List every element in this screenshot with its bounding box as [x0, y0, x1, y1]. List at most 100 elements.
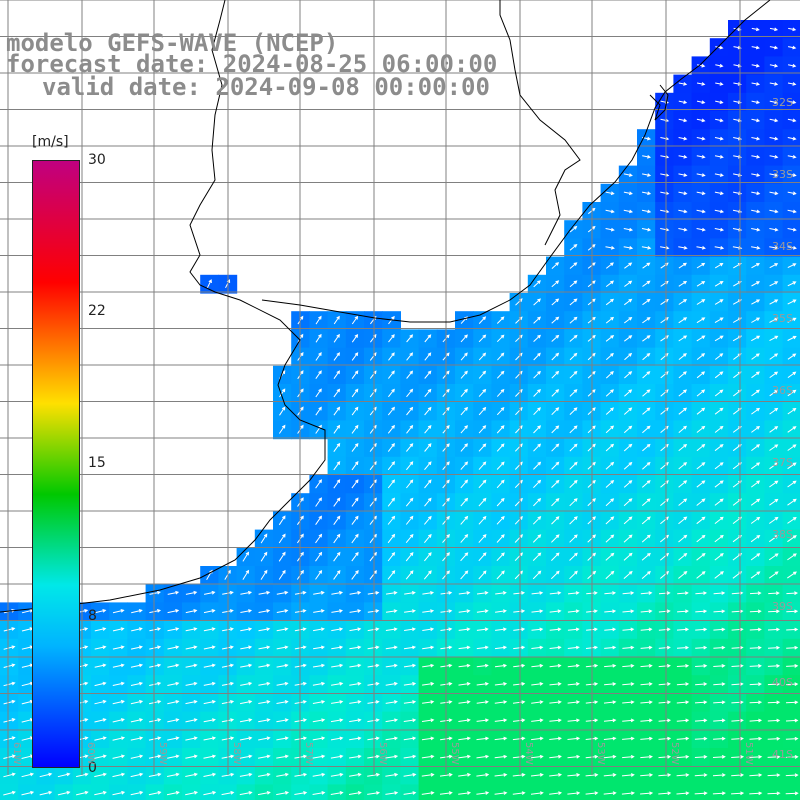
wind-arrow — [130, 681, 144, 686]
wind-arrow — [640, 773, 654, 777]
wind-arrow — [185, 663, 198, 668]
wind-arrow — [203, 663, 216, 668]
wind-arrow — [3, 645, 16, 650]
wind-arrow — [605, 443, 615, 452]
wind-arrow — [496, 479, 505, 489]
wind-arrow — [422, 681, 435, 686]
wind-arrow — [696, 82, 706, 86]
wind-arrow — [678, 136, 688, 141]
wind-arrow — [769, 498, 779, 506]
wind-arrow — [604, 682, 617, 686]
wind-arrow — [642, 155, 652, 159]
wind-arrow — [786, 609, 799, 614]
wind-arrow — [549, 682, 562, 686]
wind-arrow — [786, 645, 799, 650]
wind-arrow — [787, 82, 797, 86]
wind-arrow — [496, 316, 505, 324]
wind-arrow — [768, 591, 780, 596]
wind-cell — [327, 784, 347, 800]
wind-arrow — [787, 444, 797, 451]
latitude-label: 36S — [772, 384, 793, 397]
wind-arrow — [533, 388, 541, 397]
wind-arrow — [696, 136, 706, 141]
wind-arrow — [533, 370, 541, 379]
wind-arrow — [512, 773, 526, 777]
wind-arrow — [605, 298, 615, 306]
wind-arrow — [715, 45, 724, 50]
longitude-label: 52W — [669, 742, 680, 765]
wind-arrow — [787, 353, 797, 360]
wind-arrow — [658, 663, 671, 668]
wind-arrow — [403, 736, 417, 741]
colorbar-tick-8: 8 — [88, 608, 97, 624]
wind-arrow — [603, 791, 617, 796]
wind-arrow — [240, 645, 253, 650]
wind-arrow — [530, 773, 544, 777]
wind-arrow — [406, 352, 414, 361]
wind-arrow — [349, 754, 362, 759]
wind-arrow — [496, 515, 505, 525]
wind-arrow — [640, 627, 653, 632]
wind-arrow — [496, 425, 505, 434]
wind-cell — [764, 784, 784, 800]
wind-arrow — [404, 627, 416, 632]
wind-arrow — [385, 645, 398, 650]
wind-arrow — [642, 317, 651, 324]
wind-arrow — [785, 791, 799, 796]
wind-arrow — [422, 591, 435, 595]
wind-arrow — [476, 772, 490, 777]
wind-arrow — [585, 791, 599, 796]
wind-arrow — [658, 754, 672, 759]
wind-arrow — [713, 718, 726, 723]
wind-arrow — [696, 262, 706, 269]
wind-arrow — [367, 736, 380, 741]
wind-arrow — [713, 682, 726, 686]
wind-arrow — [678, 480, 688, 488]
wind-arrow — [130, 754, 144, 759]
wind-arrow — [403, 772, 417, 777]
wind-arrow — [694, 791, 708, 796]
wind-cell — [473, 784, 492, 800]
wind-arrow — [678, 353, 687, 360]
wind-arrow — [623, 443, 633, 452]
wind-arrow — [423, 570, 432, 580]
wind-arrow — [185, 736, 198, 741]
wind-arrow — [751, 335, 761, 342]
wind-arrow — [3, 681, 16, 687]
wind-arrow — [242, 551, 250, 562]
wind-arrow — [623, 191, 633, 196]
wind-arrow — [714, 227, 725, 232]
wind-arrow — [351, 461, 359, 471]
wind-arrow — [260, 551, 268, 562]
wind-arrow — [239, 736, 253, 741]
wind-arrow — [424, 334, 432, 343]
wind-arrow — [696, 335, 706, 342]
wind-arrow — [769, 407, 779, 415]
wind-cell — [163, 784, 183, 800]
wind-arrow — [476, 682, 489, 686]
wind-arrow — [622, 682, 635, 686]
wind-arrow — [367, 609, 380, 613]
wind-arrow — [787, 426, 797, 433]
wind-arrow — [385, 663, 398, 668]
wind-arrow — [130, 772, 144, 778]
wind-arrow — [351, 497, 359, 507]
wind-arrow — [351, 315, 359, 325]
wind-arrow — [131, 609, 143, 614]
wind-arrow — [751, 63, 760, 68]
wind-arrow — [678, 227, 688, 232]
wind-arrow — [385, 791, 399, 795]
wind-arrow — [406, 424, 414, 434]
wind-arrow — [367, 627, 380, 632]
wind-arrow — [731, 682, 744, 686]
wind-arrow — [642, 425, 651, 434]
wind-arrow — [678, 191, 688, 196]
wind-arrow — [460, 334, 468, 343]
wind-arrow — [478, 443, 487, 452]
wind-arrow — [622, 718, 635, 723]
wind-arrow — [387, 479, 396, 489]
wind-cell — [400, 784, 420, 800]
wind-arrow — [458, 754, 471, 759]
wind-arrow — [769, 281, 779, 287]
